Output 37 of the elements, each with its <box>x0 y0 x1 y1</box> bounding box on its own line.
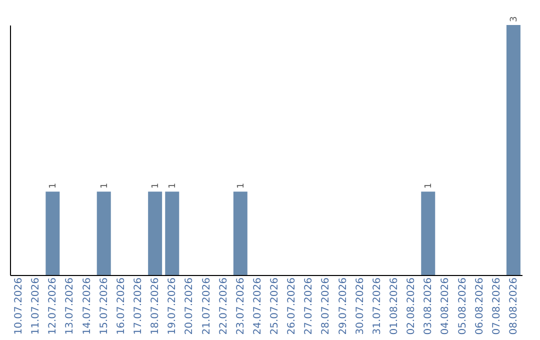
data-label: 1 <box>424 182 434 189</box>
x-tick-label: 24.07.2026 <box>252 278 264 335</box>
data-label: 1 <box>151 182 162 189</box>
x-tick-label: 16.07.2026 <box>116 278 127 335</box>
x-tick-label: 12.07.2026 <box>48 278 59 335</box>
data-label: 1 <box>48 182 59 189</box>
x-tick-label: 27.07.2026 <box>304 278 315 335</box>
x-tick-label: 31.07.2026 <box>372 278 383 335</box>
data-label: 3 <box>509 16 520 22</box>
x-tick-label: 06.08.2026 <box>474 278 486 335</box>
x-tick-label: 02.08.2026 <box>406 278 418 335</box>
x-tick-label: 13.07.2026 <box>64 278 76 335</box>
x-tick-label: 19.07.2026 <box>167 278 178 335</box>
x-tick-label: 07.08.2026 <box>491 278 502 335</box>
x-tick-label: 01.08.2026 <box>389 278 400 335</box>
x-tick-label: 29.07.2026 <box>338 278 349 335</box>
x-tick-label: 15.07.2026 <box>98 278 110 335</box>
x-tick-label: 05.08.2026 <box>457 278 468 335</box>
x-tick-label: 20.07.2026 <box>184 278 196 335</box>
x-tick-label: 18.07.2026 <box>150 278 162 335</box>
x-tick-label: 30.07.2026 <box>354 278 366 335</box>
x-tick-label: 26.07.2026 <box>286 278 298 335</box>
x-tick-label: 11.07.2026 <box>30 278 42 335</box>
data-label: 1 <box>168 182 178 189</box>
x-tick-label: 04.08.2026 <box>440 278 452 335</box>
x-tick-label: 22.07.2026 <box>218 278 230 335</box>
x-tick-label: 21.07.2026 <box>201 278 212 335</box>
x-tick-label: 08.08.2026 <box>508 278 520 335</box>
x-tick-label: 28.07.2026 <box>320 278 332 335</box>
x-tick-label: 25.07.2026 <box>270 278 281 335</box>
x-tick-label: 03.08.2026 <box>423 278 434 335</box>
x-tick-label: 14.07.2026 <box>82 278 93 335</box>
data-label: 1 <box>236 182 246 189</box>
x-tick-label: 17.07.2026 <box>133 278 144 335</box>
x-tick-label: 23.07.2026 <box>235 278 246 335</box>
data-label: 1 <box>100 182 110 189</box>
x-tick-label: 10.07.2026 <box>14 278 25 335</box>
